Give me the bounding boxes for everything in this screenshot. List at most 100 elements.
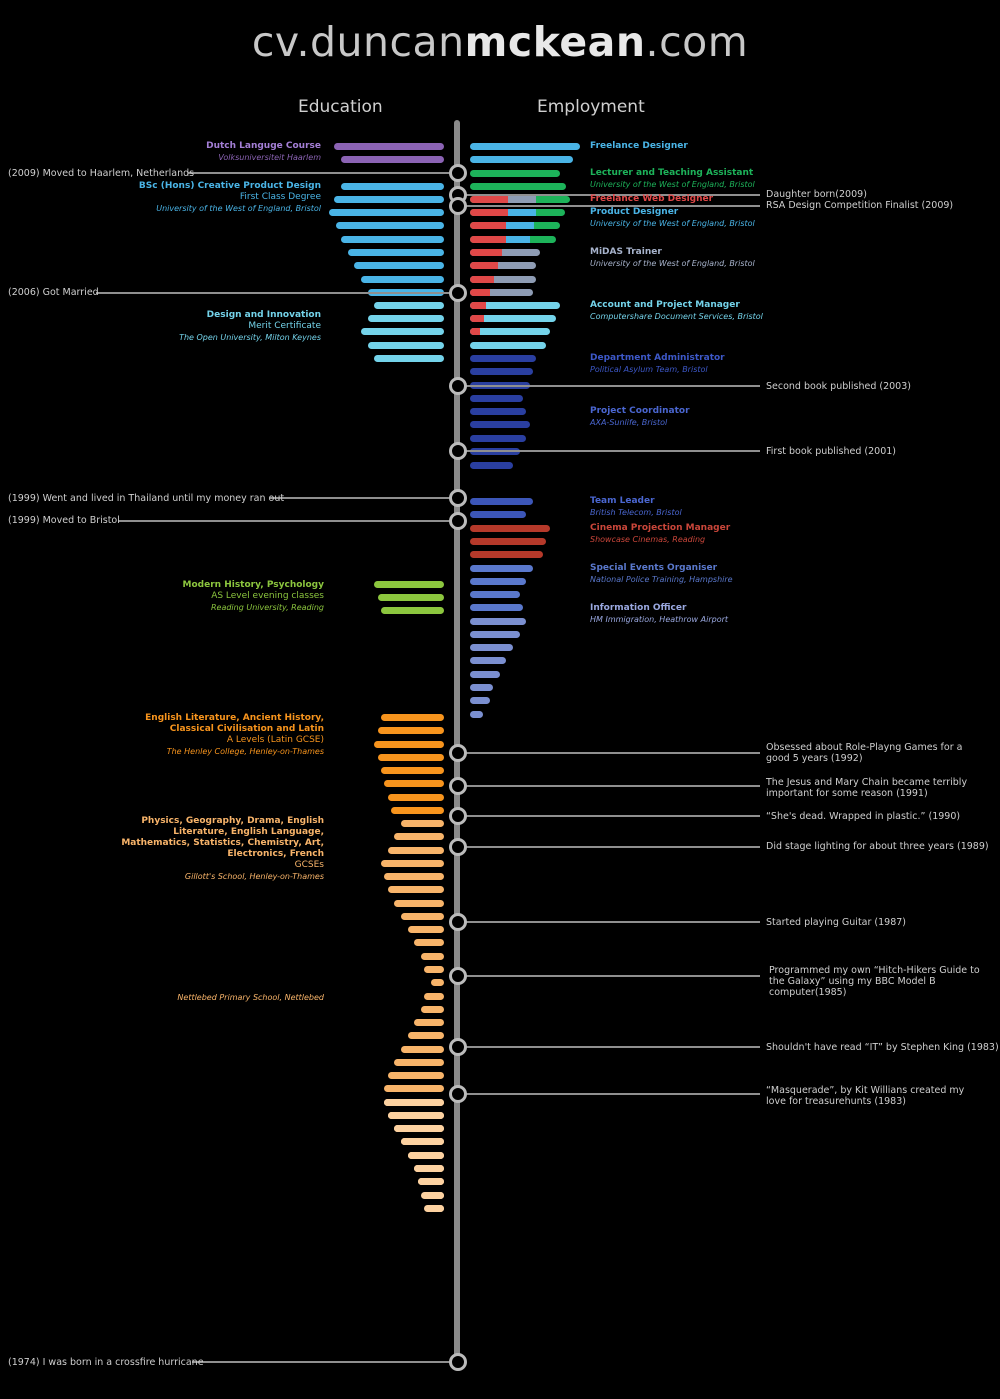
bar-segment xyxy=(470,289,490,296)
education-bar xyxy=(368,315,444,322)
employment-bar xyxy=(470,671,500,678)
connector-line xyxy=(96,292,450,294)
connector-line xyxy=(465,450,760,452)
timeline-node xyxy=(449,838,467,856)
edu-gcse-title: Physics, Geography, Drama, English Liter… xyxy=(121,816,324,859)
employment-bar xyxy=(470,525,550,532)
connector-line xyxy=(465,1046,760,1048)
title-prefix: cv.duncan xyxy=(251,18,465,66)
edu-gcse-place: Gillott's School, Henley-on-Thames xyxy=(184,872,324,881)
education-bar xyxy=(329,209,444,216)
education-bar xyxy=(388,1072,444,1079)
employment-bar xyxy=(470,183,566,190)
connector-line xyxy=(465,194,760,196)
event-it: Shouldn't have read “IT” by Stephen King… xyxy=(766,1042,999,1053)
employment-bar xyxy=(470,302,560,309)
bar-segment xyxy=(508,196,536,203)
education-bar xyxy=(348,249,444,256)
employment-bar xyxy=(470,631,520,638)
education-bar xyxy=(421,953,444,960)
education-bar xyxy=(341,183,444,190)
bar-segment xyxy=(508,209,536,216)
education-bar xyxy=(401,1138,444,1145)
education-bar xyxy=(384,1099,444,1106)
edu-gcse-sub: GCSEs xyxy=(294,860,324,870)
emp-events-title: Special Events Organiser xyxy=(590,563,718,573)
emp-info: Information Officer HM Immigration, Heat… xyxy=(590,603,728,625)
education-bar xyxy=(341,156,444,163)
timeline-node xyxy=(449,377,467,395)
emp-info-title: Information Officer xyxy=(590,603,687,613)
education-bar xyxy=(374,741,444,748)
connector-line xyxy=(118,520,450,522)
edu-alevel-place: The Henley College, Henley-on-Thames xyxy=(166,747,324,756)
timeline-node xyxy=(449,197,467,215)
edu-primary-place: Nettlebed Primary School, Nettlebed xyxy=(177,993,324,1002)
employment-bar xyxy=(470,618,526,625)
education-bar xyxy=(394,1059,444,1066)
emp-coordinator-place: AXA-Sunlife, Bristol xyxy=(590,418,668,427)
emp-product-place: University of the West of England, Brist… xyxy=(590,219,755,228)
emp-teamleader-title: Team Leader xyxy=(590,496,655,506)
edu-dutch-title: Dutch Languge Course xyxy=(206,141,321,151)
employment-bar xyxy=(470,684,493,691)
employment-bar xyxy=(470,209,565,216)
edu-aslevel-place: Reading University, Reading xyxy=(210,603,324,612)
emp-cinema-title: Cinema Projection Manager xyxy=(590,523,731,533)
emp-account-place: Computershare Document Services, Bristol xyxy=(590,312,763,321)
employment-bar xyxy=(470,448,520,455)
edu-dutch-place: Volksuniversiteit Haarlem xyxy=(218,153,321,162)
employment-bar xyxy=(470,289,533,296)
edu-dutch: Dutch Languge Course Volksuniversiteit H… xyxy=(21,141,321,163)
education-bar xyxy=(414,1165,444,1172)
education-bar xyxy=(388,847,444,854)
emp-coordinator: Project Coordinator AXA-Sunlife, Bristol xyxy=(590,406,690,428)
emp-midas: MiDAS Trainer University of the West of … xyxy=(590,247,755,269)
education-bar xyxy=(431,979,444,986)
edu-aslevel-sub: AS Level evening classes xyxy=(211,591,324,601)
emp-midas-title: MiDAS Trainer xyxy=(590,247,662,257)
employment-bar xyxy=(470,565,533,572)
edu-alevel-sub: A Levels (Latin GCSE) xyxy=(226,735,324,745)
connector-line xyxy=(465,785,760,787)
education-bar xyxy=(381,607,444,614)
employment-bar xyxy=(470,657,506,664)
bar-segment xyxy=(470,196,508,203)
employment-bar xyxy=(470,462,513,469)
event-thailand: (1999) Went and lived in Thailand until … xyxy=(8,493,285,504)
education-bar xyxy=(374,302,444,309)
emp-account-title: Account and Project Manager xyxy=(590,300,740,310)
employment-bar xyxy=(470,236,556,243)
employment-bar xyxy=(470,551,543,558)
emp-product-title: Product Designer xyxy=(590,207,679,217)
employment-bar xyxy=(470,697,490,704)
employment-bar xyxy=(470,711,483,718)
employment-bar xyxy=(470,249,540,256)
timeline-node xyxy=(449,489,467,507)
bar-segment xyxy=(470,209,508,216)
education-bar xyxy=(394,833,444,840)
bar-segment xyxy=(470,249,502,256)
education-bar xyxy=(408,1152,444,1159)
education-bar xyxy=(381,860,444,867)
education-bar xyxy=(368,342,444,349)
event-first-book: First book published (2001) xyxy=(766,446,897,457)
education-bar xyxy=(334,143,444,150)
edu-alevel: English Literature, Ancient History, Cla… xyxy=(124,713,324,757)
education-bar xyxy=(424,966,444,973)
site-title: cv.duncanmckean.com xyxy=(0,18,1000,66)
emp-admin-title: Department Administrator xyxy=(590,353,725,363)
bar-segment xyxy=(470,276,494,283)
education-bar xyxy=(401,913,444,920)
emp-webdesigner: Freelance Web Designer xyxy=(590,194,713,205)
education-bar xyxy=(388,886,444,893)
emp-product: Product Designer University of the West … xyxy=(590,207,755,229)
timeline-node xyxy=(449,744,467,762)
bar-segment xyxy=(470,236,506,243)
emp-info-place: HM Immigration, Heathrow Airport xyxy=(590,615,729,624)
education-bar xyxy=(388,1112,444,1119)
connector-line xyxy=(465,921,760,923)
connector-line xyxy=(192,1361,450,1363)
education-bar xyxy=(431,1205,444,1212)
employment-bar xyxy=(470,511,526,518)
